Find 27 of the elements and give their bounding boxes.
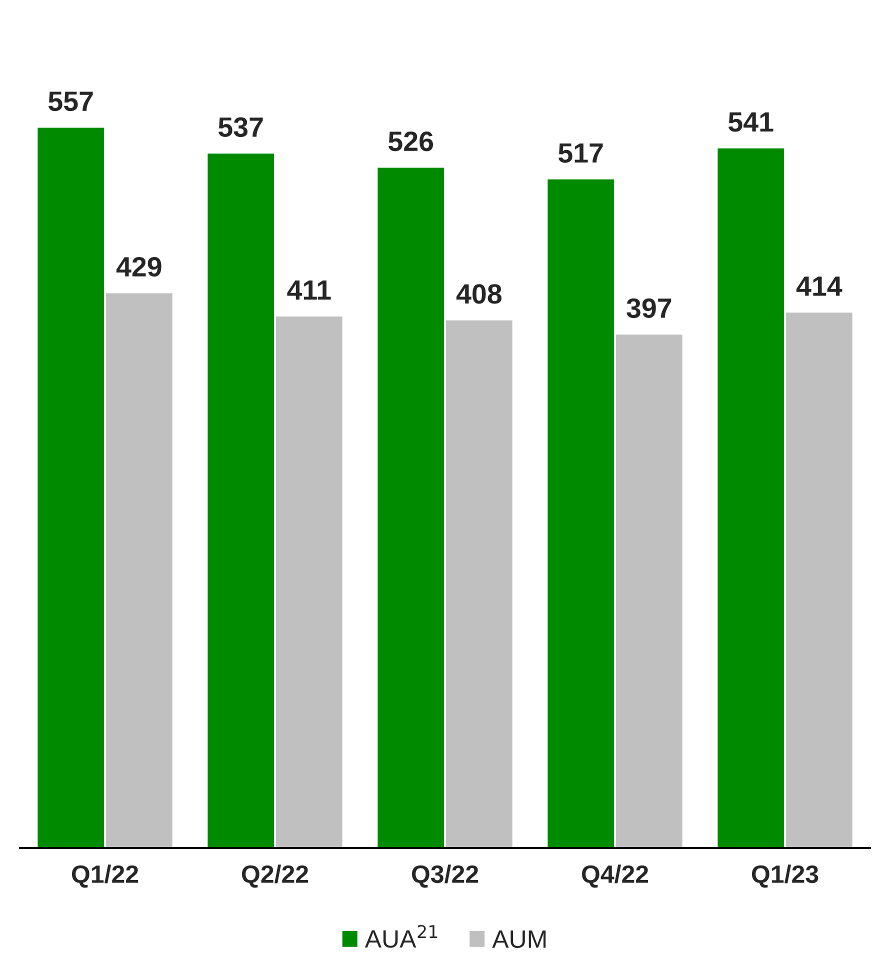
data-label: 537: [218, 117, 263, 138]
bar: [446, 320, 512, 848]
data-label: 557: [48, 92, 93, 112]
data-label: 526: [388, 132, 433, 152]
x-tick-label: Q3/22: [412, 864, 478, 888]
data-label: 408: [456, 284, 502, 304]
data-label: 411: [287, 280, 331, 300]
bar: [548, 179, 614, 848]
data-label: 397: [626, 298, 672, 318]
data-label: 429: [116, 256, 162, 277]
x-tick-label: Q1/22: [72, 864, 138, 888]
bar: [786, 312, 852, 848]
bar: [38, 128, 104, 848]
bar: [378, 168, 444, 848]
x-tick-label: Q2/22: [242, 864, 308, 888]
data-label: 517: [558, 143, 603, 163]
legend-label: AUA$^{21}$: [364, 924, 438, 948]
bar: [276, 316, 342, 848]
data-label: 414: [796, 276, 842, 296]
legend-label: AUM: [492, 930, 546, 948]
x-tick-label: Q1/23: [752, 864, 818, 888]
bar: [208, 154, 274, 848]
bar: [616, 334, 682, 848]
bar: [718, 148, 784, 848]
bar: [106, 293, 172, 848]
x-tick-label: Q4/22: [582, 864, 648, 888]
data-label: 541: [728, 112, 774, 132]
